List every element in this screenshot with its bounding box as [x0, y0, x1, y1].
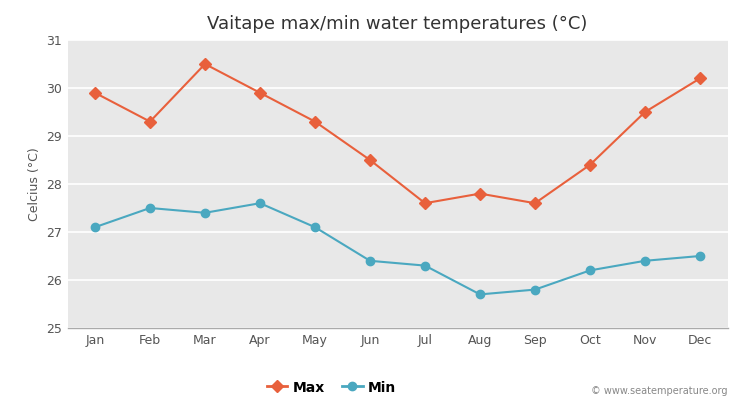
Max	[91, 90, 100, 95]
Min	[640, 258, 650, 263]
Max	[421, 201, 430, 206]
Min	[476, 292, 484, 297]
Line: Max: Max	[91, 60, 704, 207]
Min	[200, 210, 209, 215]
Max	[640, 110, 650, 114]
Max	[200, 62, 209, 66]
Max	[310, 119, 320, 124]
Max	[476, 191, 484, 196]
Min	[530, 287, 539, 292]
Max	[530, 201, 539, 206]
Min	[91, 225, 100, 230]
Max	[365, 158, 374, 162]
Min	[256, 201, 265, 206]
Text: © www.seatemperature.org: © www.seatemperature.org	[591, 386, 728, 396]
Min	[310, 225, 320, 230]
Min	[146, 206, 154, 210]
Max	[146, 119, 154, 124]
Min	[365, 258, 374, 263]
Max	[256, 90, 265, 95]
Max	[695, 76, 704, 81]
Title: Vaitape max/min water temperatures (°C): Vaitape max/min water temperatures (°C)	[207, 15, 588, 33]
Y-axis label: Celcius (°C): Celcius (°C)	[28, 147, 40, 221]
Max	[586, 162, 595, 167]
Min	[695, 254, 704, 258]
Min	[421, 263, 430, 268]
Line: Min: Min	[91, 199, 704, 298]
Min	[586, 268, 595, 273]
Legend: Max, Min: Max, Min	[261, 375, 402, 400]
